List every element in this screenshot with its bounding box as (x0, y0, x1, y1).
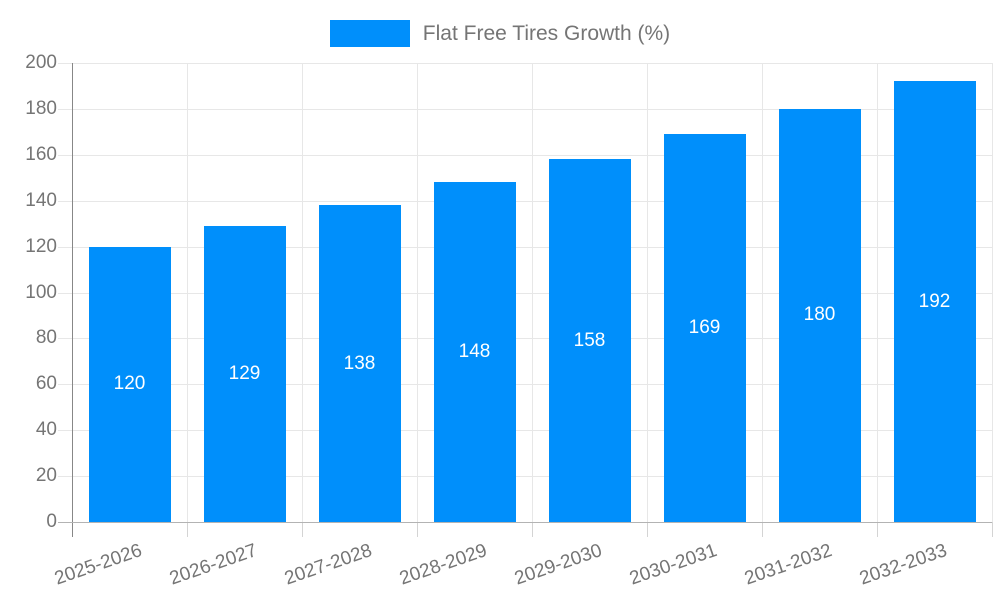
gridline-horizontal (58, 384, 992, 386)
y-axis-tick-label: 20 (35, 465, 57, 487)
bar-value-label: 158 (573, 329, 606, 351)
x-axis-tick (992, 522, 993, 537)
bar[interactable] (893, 81, 976, 522)
bar[interactable] (663, 134, 746, 522)
y-axis-tick-label: 100 (25, 281, 57, 303)
bar[interactable] (548, 159, 631, 522)
gridline-vertical (302, 63, 303, 522)
gridline-vertical (762, 63, 763, 522)
gridline-horizontal (58, 430, 992, 432)
x-axis-tick (302, 522, 303, 537)
x-axis-tick (762, 522, 763, 537)
bar[interactable] (318, 205, 401, 522)
gridline-vertical (532, 63, 533, 522)
x-axis-category-label: 2032-2033 (856, 540, 950, 590)
x-axis-tick (647, 522, 648, 537)
x-axis-tick (417, 522, 418, 537)
y-axis-tick-label: 140 (25, 189, 57, 211)
gridline-horizontal (58, 200, 992, 202)
bar[interactable] (203, 225, 286, 522)
gridline-vertical (647, 63, 648, 522)
gridline-vertical (417, 63, 418, 522)
bar[interactable] (88, 246, 171, 522)
y-axis-line (72, 63, 73, 537)
gridline-horizontal (58, 338, 992, 340)
x-axis-tick (532, 522, 533, 537)
x-axis-category-label: 2026-2027 (166, 540, 260, 590)
gridline-horizontal (58, 108, 992, 110)
x-axis-category-label: 2031-2032 (741, 540, 835, 590)
x-axis-category-label: 2025-2026 (51, 540, 145, 590)
gridline-horizontal (58, 246, 992, 248)
bar[interactable] (433, 182, 516, 522)
x-axis-category-label: 2028-2029 (396, 540, 490, 590)
y-axis-tick-label: 200 (25, 52, 57, 73)
x-axis-category-label: 2029-2030 (511, 540, 605, 590)
y-axis-tick-label: 80 (35, 327, 57, 349)
y-axis-tick-label: 60 (35, 373, 57, 395)
x-axis-tick (877, 522, 878, 537)
gridline-vertical (187, 63, 188, 522)
y-axis-tick-label: 40 (35, 419, 57, 441)
gridline-horizontal (58, 292, 992, 294)
x-axis-tick (187, 522, 188, 537)
x-axis-category-label: 2030-2031 (626, 540, 720, 590)
y-axis-tick-label: 120 (25, 235, 57, 257)
bar-value-label: 180 (803, 304, 836, 326)
bar-value-label: 129 (228, 362, 261, 384)
legend: Flat Free Tires Growth (%) (0, 20, 1000, 47)
bar-value-label: 192 (918, 290, 951, 312)
x-axis-category-label: 2027-2028 (281, 540, 375, 590)
bar-value-label: 120 (113, 373, 146, 395)
y-axis-tick-label: 180 (25, 97, 57, 119)
bar[interactable] (778, 108, 861, 522)
gridline-horizontal (58, 63, 992, 64)
bar-value-label: 138 (343, 352, 376, 374)
x-axis-line (58, 522, 992, 523)
y-axis-tick-label: 0 (46, 511, 57, 532)
bar-value-label: 148 (458, 341, 491, 363)
legend-item[interactable]: Flat Free Tires Growth (%) (329, 20, 671, 47)
legend-label: Flat Free Tires Growth (%) (422, 22, 671, 45)
legend-swatch (329, 20, 410, 47)
plot-area: 120 2025-2026 129 2026-2027 138 2027-2028 148 2… (52, 63, 993, 589)
bar-value-label: 169 (688, 317, 721, 339)
y-axis-tick-label: 160 (25, 143, 57, 165)
gridline-vertical (992, 63, 993, 522)
gridline-vertical (877, 63, 878, 522)
gridline-horizontal (58, 154, 992, 156)
gridline-horizontal (58, 476, 992, 478)
